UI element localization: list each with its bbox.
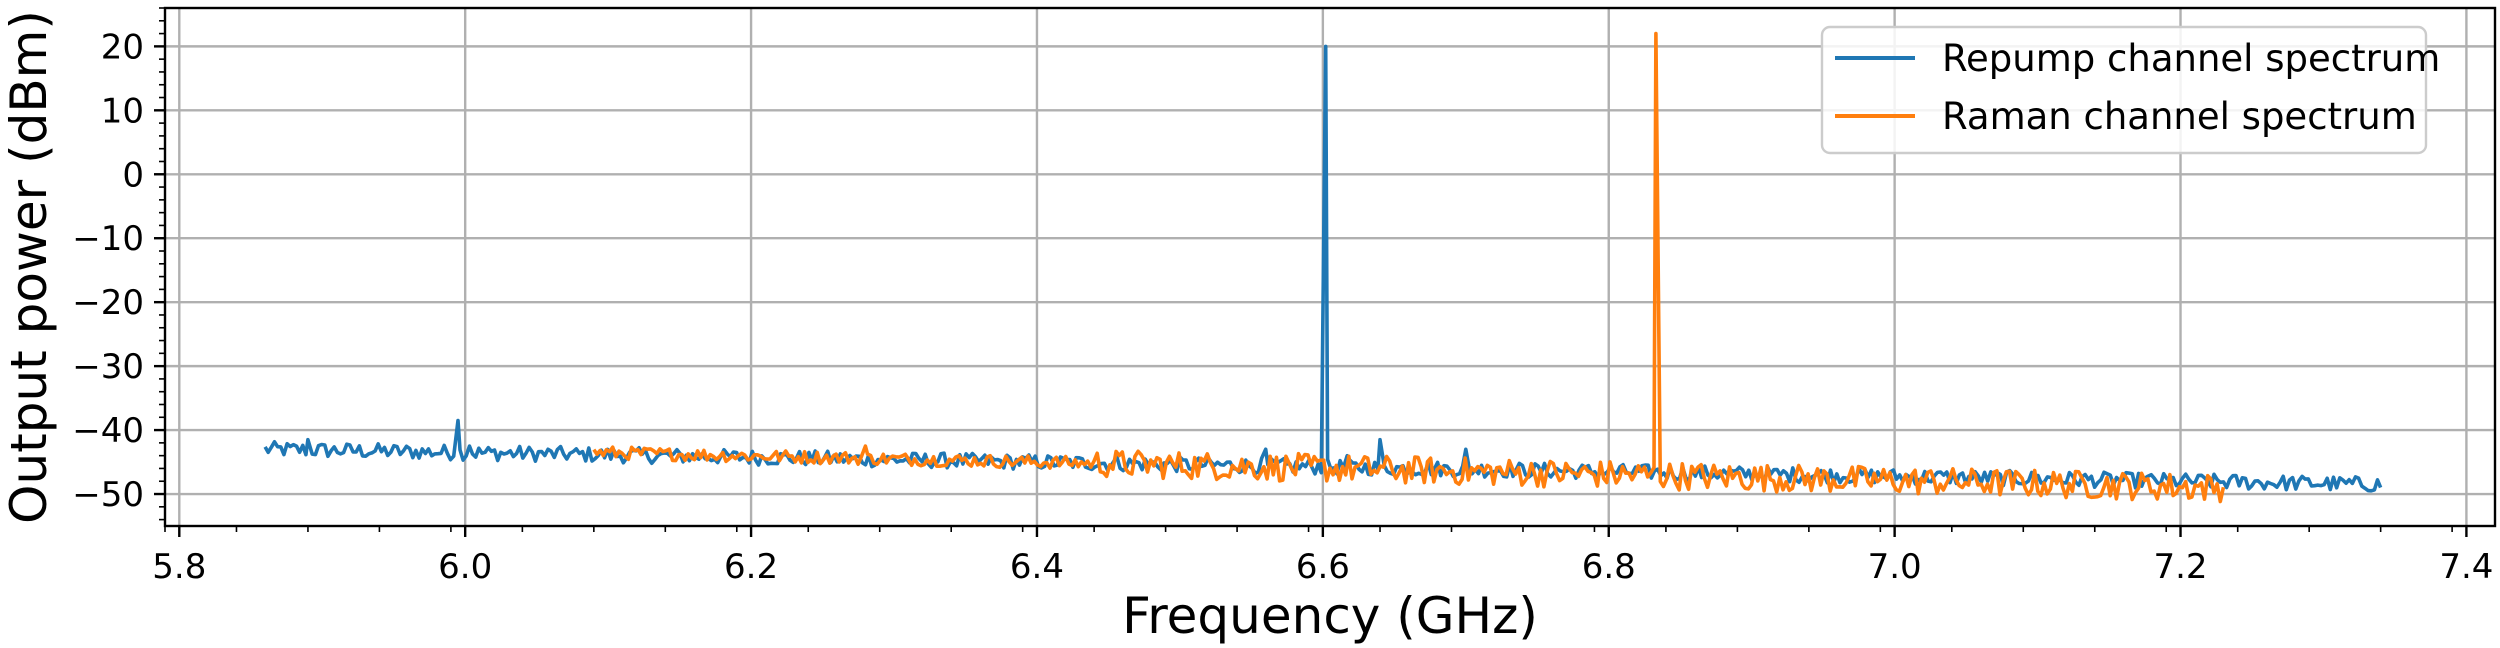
y-tick-label: −20 [72,283,144,323]
minor-ticks [159,7,2453,532]
x-tick-label: 7.4 [2439,547,2493,587]
series-line-raman [592,31,2226,504]
x-tick-label: 7.2 [2153,547,2207,587]
x-tick-label: 6.4 [1010,547,1064,587]
y-tick-labels: 20 10 0 −10 −20 −30 −40 −50 [72,27,144,515]
y-tick-label: −10 [72,219,144,259]
y-tick-label: 10 [101,91,144,131]
legend-label-raman: Raman channel spectrum [1942,95,2417,138]
plot-frame [163,6,2497,528]
x-tick-labels: 5.8 6.0 6.2 6.4 6.6 6.8 7.0 7.2 7.4 [152,547,2493,587]
x-tick-label: 6.0 [438,547,492,587]
legend-label-repump: Repump channel spectrum [1942,37,2440,80]
x-tick-label: 6.6 [1296,547,1350,587]
major-ticks [154,45,2468,537]
x-tick-label: 7.0 [1868,547,1922,587]
y-tick-label: −50 [72,475,144,515]
y-tick-label: 0 [122,155,144,195]
x-tick-label: 5.8 [152,547,206,587]
y-axis-title: Output power (dBm) [0,10,58,524]
y-tick-label: −40 [72,411,144,451]
series-layer [263,31,2383,504]
x-axis-title: Frequency (GHz) [1122,587,1538,645]
x-tick-label: 6.8 [1582,547,1636,587]
x-tick-label: 6.2 [724,547,778,587]
y-tick-label: 20 [101,27,144,67]
legend-box [1820,25,2428,155]
legend: Repump channel spectrum Raman channel sp… [1820,25,2440,155]
y-tick-label: −30 [72,347,144,387]
